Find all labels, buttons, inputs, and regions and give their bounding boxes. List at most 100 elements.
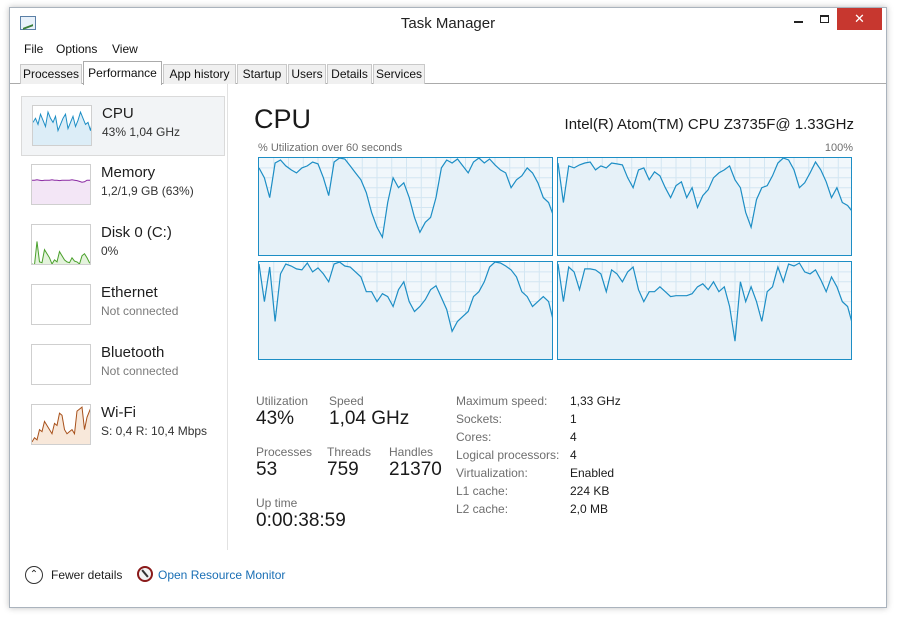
tab-processes[interactable]: Processes [20, 64, 82, 84]
disk-thumbnail-graph [31, 224, 91, 265]
sidebar-item-disk[interactable]: Disk 0 (C:) 0% [21, 216, 225, 276]
processes-value: 53 [256, 459, 278, 480]
sidebar-item-ethernet[interactable]: Ethernet Not connected [21, 276, 225, 336]
tab-performance[interactable]: Performance [83, 61, 162, 85]
core-graph-0 [258, 157, 553, 256]
handles-label: Handles [389, 445, 434, 459]
utilization-area [259, 158, 552, 255]
utilization-line [259, 262, 552, 333]
minimize-button[interactable] [785, 8, 811, 30]
tab-strip: Processes Performance App history Startu… [10, 61, 886, 85]
utilization-value: 43% [256, 408, 295, 429]
task-manager-app-icon [20, 16, 36, 30]
thumbnail-area [33, 112, 91, 145]
open-resource-monitor-link[interactable]: Open Resource Monitor [158, 568, 286, 582]
utilization-line [558, 158, 851, 230]
logical-processors-label: Logical processors: [456, 448, 560, 462]
utilization-line [259, 158, 552, 240]
sidebar-item-value: Not connected [101, 304, 179, 318]
handles-value: 21370 [389, 459, 442, 480]
sidebar-item-value: S: 0,4 R: 10,4 Mbps [101, 424, 208, 438]
uptime-value: 0:00:38:59 [256, 510, 346, 531]
footer: ⌃ Fewer details Open Resource Monitor [10, 560, 886, 607]
menu-view[interactable]: View [112, 42, 138, 56]
title-bar: Task Manager ✕ [10, 8, 886, 38]
menu-options[interactable]: Options [56, 42, 98, 56]
sidebar-item-label: Ethernet [101, 284, 158, 301]
core-graph-1 [557, 157, 852, 256]
tab-users[interactable]: Users [288, 64, 326, 84]
graph-max-label: 100% [824, 142, 853, 154]
processes-label: Processes [256, 445, 313, 459]
utilization-area [558, 158, 851, 255]
l2-cache-label: L2 cache: [456, 502, 509, 516]
tab-services[interactable]: Services [373, 64, 425, 84]
window-title: Task Manager [400, 15, 496, 32]
core-graph-2 [258, 261, 553, 360]
sidebar-item-value: Not connected [101, 364, 179, 378]
sidebar-item-label: Disk 0 (C:) [101, 224, 172, 241]
graph-caption: % Utilization over 60 seconds [258, 142, 403, 154]
speed-label: Speed [329, 394, 364, 408]
sockets-label: Sockets: [456, 412, 503, 426]
max-speed-label: Maximum speed: [456, 394, 548, 408]
sockets-value: 1 [570, 412, 577, 426]
menu-bar: File Options View [10, 39, 886, 59]
sidebar-item-cpu[interactable]: CPU 43% 1,04 GHz [21, 96, 225, 156]
maximize-button[interactable] [811, 8, 837, 30]
threads-label: Threads [327, 445, 372, 459]
utilization-area [558, 263, 851, 359]
utilization-area [259, 262, 552, 359]
threads-value: 759 [327, 459, 359, 480]
uptime-label: Up time [256, 496, 298, 510]
resource-monitor-icon [137, 566, 153, 582]
virtualization-label: Virtualization: [456, 466, 528, 480]
core-graph-3 [557, 261, 852, 360]
sidebar-item-value: 1,2/1,9 GB (63%) [101, 184, 194, 198]
bluetooth-thumbnail-graph [31, 344, 91, 385]
utilization-label: Utilization [256, 394, 309, 408]
task-manager-window: Task Manager ✕ File Options View Process… [9, 7, 887, 608]
thumbnail-line [32, 179, 90, 183]
max-speed-value: 1,33 GHz [570, 394, 621, 408]
sidebar-item-value: 0% [101, 244, 119, 258]
memory-thumbnail-graph [31, 164, 91, 205]
sidebar-item-label: Memory [101, 164, 156, 181]
cpu-model-name: Intel(R) Atom(TM) CPU Z3735F@ 1.33GHz [564, 116, 854, 133]
cores-value: 4 [570, 430, 577, 444]
l1-cache-label: L1 cache: [456, 484, 509, 498]
sidebar-item-memory[interactable]: Memory 1,2/1,9 GB (63%) [21, 156, 225, 216]
minimize-icon [793, 21, 803, 23]
sidebar-item-label: Bluetooth [101, 344, 165, 361]
thumbnail-line [33, 110, 91, 133]
logical-processors-value: 4 [570, 448, 577, 462]
resource-sidebar: CPU 43% 1,04 GHz Memory 1,2/1,9 GB (63%)… [10, 84, 228, 550]
tab-app-history[interactable]: App history [163, 64, 236, 84]
fewer-details-button[interactable]: Fewer details [51, 568, 123, 582]
performance-content: CPU 43% 1,04 GHz Memory 1,2/1,9 GB (63%)… [10, 84, 886, 560]
utilization-line [558, 262, 851, 342]
sidebar-item-label: Wi-Fi [101, 404, 136, 421]
ethernet-thumbnail-graph [31, 284, 91, 325]
wifi-thumbnail-graph [31, 404, 91, 445]
tab-startup[interactable]: Startup [237, 64, 287, 84]
speed-value: 1,04 GHz [329, 408, 410, 429]
l1-cache-value: 224 KB [570, 484, 610, 498]
sidebar-item-label: CPU [102, 105, 134, 122]
thumbnail-line [32, 241, 90, 264]
menu-file[interactable]: File [24, 42, 44, 56]
tab-details[interactable]: Details [327, 64, 372, 84]
sidebar-item-value: 43% 1,04 GHz [102, 125, 181, 139]
thumbnail-area [32, 241, 90, 264]
maximize-icon [819, 15, 829, 23]
thumbnail-line [32, 406, 90, 443]
sidebar-item-wifi[interactable]: Wi-Fi S: 0,4 R: 10,4 Mbps [21, 396, 225, 456]
close-button[interactable]: ✕ [837, 8, 882, 30]
chevron-up-icon[interactable]: ⌃ [25, 566, 43, 584]
panel-title: CPU [254, 104, 312, 134]
sidebar-item-bluetooth[interactable]: Bluetooth Not connected [21, 336, 225, 396]
thumbnail-area [32, 179, 90, 204]
cpu-thumbnail-graph [32, 105, 92, 146]
l2-cache-value: 2,0 MB [570, 502, 609, 516]
thumbnail-area [32, 407, 90, 444]
